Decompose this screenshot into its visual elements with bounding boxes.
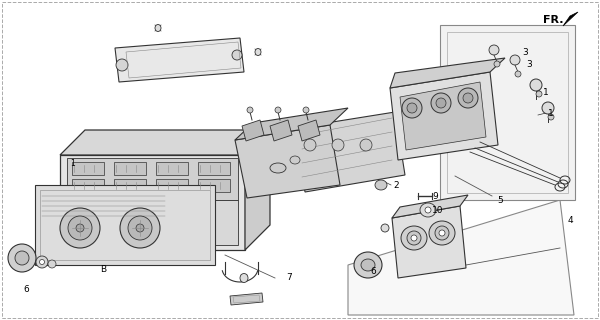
Polygon shape — [298, 120, 320, 141]
Ellipse shape — [510, 55, 520, 65]
Ellipse shape — [255, 49, 261, 55]
Text: 7: 7 — [286, 274, 292, 283]
Ellipse shape — [48, 260, 56, 268]
Text: 1: 1 — [70, 158, 75, 167]
Ellipse shape — [240, 274, 248, 283]
Ellipse shape — [530, 79, 542, 91]
Polygon shape — [230, 293, 263, 305]
Text: 5: 5 — [497, 196, 503, 204]
Polygon shape — [67, 200, 238, 245]
Text: 4: 4 — [568, 215, 574, 225]
Ellipse shape — [76, 224, 84, 232]
Ellipse shape — [439, 230, 445, 236]
Ellipse shape — [407, 103, 417, 113]
Ellipse shape — [458, 88, 478, 108]
Ellipse shape — [425, 207, 431, 213]
Ellipse shape — [411, 235, 417, 241]
Ellipse shape — [436, 98, 446, 108]
Text: 1: 1 — [543, 87, 549, 97]
Ellipse shape — [68, 216, 92, 240]
Text: FR.: FR. — [543, 15, 563, 25]
Polygon shape — [235, 108, 348, 140]
Ellipse shape — [15, 251, 29, 265]
Ellipse shape — [40, 260, 44, 265]
Text: 3: 3 — [522, 47, 528, 57]
Polygon shape — [72, 162, 104, 175]
Ellipse shape — [361, 259, 375, 271]
Polygon shape — [390, 72, 498, 160]
Polygon shape — [392, 195, 468, 218]
Ellipse shape — [303, 107, 309, 113]
Text: 3: 3 — [526, 60, 532, 68]
Ellipse shape — [548, 114, 554, 120]
Text: 6: 6 — [23, 285, 29, 294]
Polygon shape — [235, 125, 340, 198]
Ellipse shape — [36, 256, 48, 268]
Ellipse shape — [515, 71, 521, 77]
Polygon shape — [114, 162, 146, 175]
Ellipse shape — [8, 244, 36, 272]
Ellipse shape — [290, 156, 300, 164]
Polygon shape — [72, 179, 104, 192]
Polygon shape — [35, 185, 215, 265]
Text: 9: 9 — [432, 191, 438, 201]
Ellipse shape — [435, 226, 449, 240]
Polygon shape — [400, 82, 486, 150]
Ellipse shape — [128, 216, 152, 240]
Text: 2: 2 — [393, 180, 398, 189]
Ellipse shape — [247, 107, 253, 113]
Polygon shape — [115, 38, 244, 82]
Ellipse shape — [354, 252, 382, 278]
Ellipse shape — [232, 50, 242, 60]
Ellipse shape — [494, 61, 500, 67]
Polygon shape — [348, 200, 574, 315]
Polygon shape — [295, 112, 405, 192]
Ellipse shape — [155, 25, 161, 31]
Ellipse shape — [429, 221, 455, 245]
Ellipse shape — [360, 139, 372, 151]
Polygon shape — [198, 179, 230, 192]
Ellipse shape — [116, 59, 128, 71]
Polygon shape — [245, 130, 270, 250]
Ellipse shape — [381, 224, 389, 232]
Text: 10: 10 — [432, 205, 443, 214]
Polygon shape — [60, 155, 245, 250]
Ellipse shape — [431, 93, 451, 113]
Ellipse shape — [401, 226, 427, 250]
Ellipse shape — [275, 107, 281, 113]
Ellipse shape — [136, 224, 144, 232]
Ellipse shape — [407, 231, 421, 245]
Ellipse shape — [402, 98, 422, 118]
Ellipse shape — [332, 139, 344, 151]
Ellipse shape — [304, 139, 316, 151]
Ellipse shape — [420, 203, 436, 217]
Polygon shape — [440, 25, 575, 200]
Ellipse shape — [270, 163, 286, 173]
Polygon shape — [390, 58, 505, 88]
Ellipse shape — [463, 93, 473, 103]
Text: 6: 6 — [370, 268, 376, 276]
Polygon shape — [563, 12, 578, 26]
Text: B: B — [100, 266, 106, 275]
Text: 1: 1 — [548, 108, 554, 117]
Ellipse shape — [489, 45, 499, 55]
Ellipse shape — [536, 91, 542, 97]
Polygon shape — [392, 206, 466, 278]
Polygon shape — [198, 162, 230, 175]
Polygon shape — [242, 120, 264, 141]
Ellipse shape — [60, 208, 100, 248]
Polygon shape — [67, 158, 238, 200]
Ellipse shape — [542, 102, 554, 114]
Ellipse shape — [375, 180, 387, 190]
Polygon shape — [270, 120, 292, 141]
Polygon shape — [156, 162, 188, 175]
Polygon shape — [114, 179, 146, 192]
Polygon shape — [156, 179, 188, 192]
Polygon shape — [60, 130, 270, 155]
Ellipse shape — [120, 208, 160, 248]
